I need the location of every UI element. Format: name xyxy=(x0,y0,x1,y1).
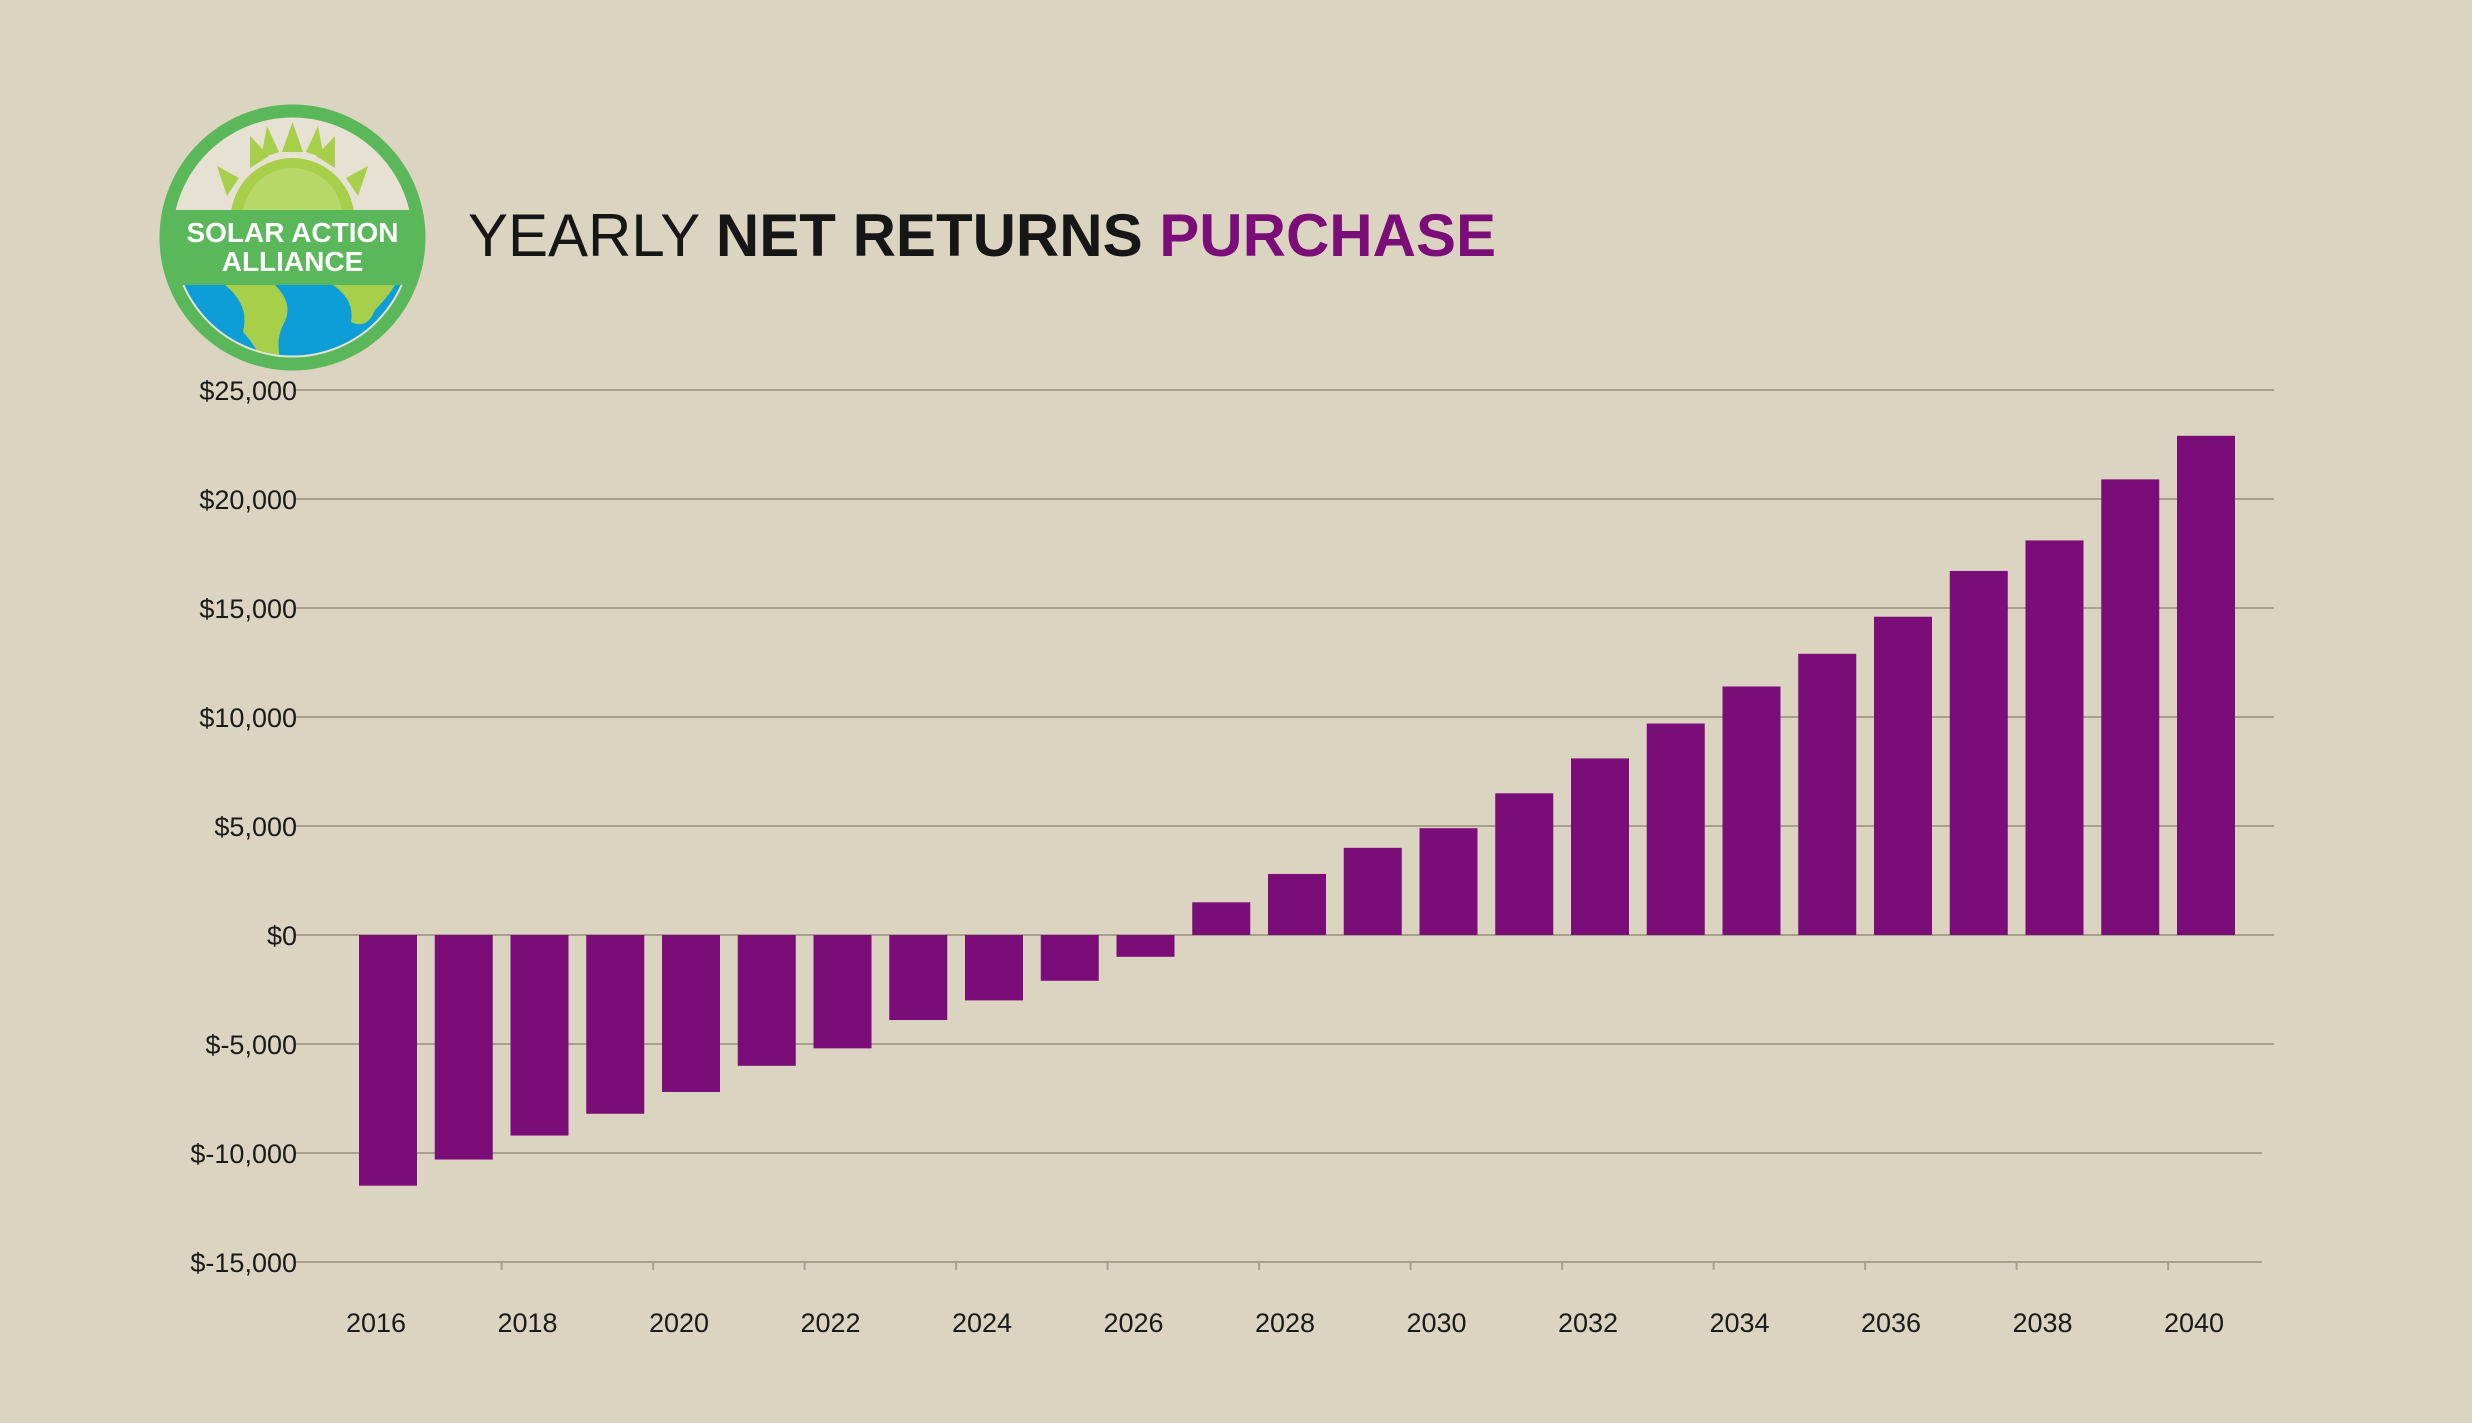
bar-2030 xyxy=(1419,828,1478,935)
x-tick-label: 2032 xyxy=(1558,1308,1618,1338)
y-tick-label: $-10,000 xyxy=(190,1139,297,1169)
bar-2025 xyxy=(1040,935,1099,981)
solar-action-alliance-logo: SOLAR ACTION ALLIANCE xyxy=(159,104,426,371)
bar-2036 xyxy=(1874,616,1932,935)
y-tick-label: $10,000 xyxy=(199,703,297,733)
bar-2037 xyxy=(1949,570,2008,935)
bar-2028 xyxy=(1268,873,1326,935)
x-tick-label: 2020 xyxy=(649,1308,709,1338)
x-tick-label: 2024 xyxy=(952,1308,1012,1338)
x-tick-labels: 2016 2018 2020 2022 2024 2026 2028 2030 2032 2034… xyxy=(346,1308,2224,1338)
bar-2021 xyxy=(737,935,796,1066)
bar-2023 xyxy=(889,935,948,1021)
title-part-purchase: PURCHASE xyxy=(1159,202,1496,269)
y-tick-label: $0 xyxy=(267,921,297,951)
y-tick-label: $25,000 xyxy=(199,376,297,406)
x-tick-label: 2036 xyxy=(1861,1308,1921,1338)
bar-2024 xyxy=(965,935,1023,1001)
x-tick-label: 2034 xyxy=(1709,1308,1769,1338)
bar-2032 xyxy=(1571,758,1629,935)
bars xyxy=(359,435,2235,1186)
bar-2035 xyxy=(1798,653,1857,935)
bar-2019 xyxy=(586,935,645,1114)
bar-2039 xyxy=(2101,479,2160,935)
bar-2029 xyxy=(1343,847,1402,935)
x-tick-label: 2026 xyxy=(1103,1308,1163,1338)
bar-2020 xyxy=(662,935,720,1092)
y-tick-label: $20,000 xyxy=(199,485,297,515)
bar-2017 xyxy=(434,935,493,1160)
page-title: YEARLY NET RETURNS PURCHASE xyxy=(468,196,1496,276)
x-tick-label: 2038 xyxy=(2012,1308,2072,1338)
bar-2022 xyxy=(813,935,872,1049)
x-tick-label: 2030 xyxy=(1406,1308,1466,1338)
x-tick-label: 2028 xyxy=(1255,1308,1315,1338)
bar-2031 xyxy=(1495,793,1554,935)
bar-2033 xyxy=(1646,723,1705,935)
bar-2018 xyxy=(510,935,569,1136)
x-axis xyxy=(500,1262,2170,1270)
bar-2038 xyxy=(2025,540,2084,935)
bar-2026 xyxy=(1116,935,1175,957)
bar-2016 xyxy=(359,935,417,1186)
x-tick-label: 2040 xyxy=(2164,1308,2224,1338)
bar-2027 xyxy=(1192,902,1251,935)
logo-text-line1: SOLAR ACTION xyxy=(186,217,398,248)
y-tick-labels: $25,000 $20,000 $15,000 $10,000 $5,000 $0 $-5,… xyxy=(190,376,297,1278)
title-part-yearly: YEARLY xyxy=(468,202,716,269)
x-tick-label: 2016 xyxy=(346,1308,406,1338)
y-tick-label: $-15,000 xyxy=(190,1248,297,1278)
bar-2040 xyxy=(2177,435,2235,935)
bar-2034 xyxy=(1722,686,1781,935)
logo-text-line2: ALLIANCE xyxy=(222,246,364,277)
y-tick-label: $-5,000 xyxy=(205,1030,297,1060)
title-part-net-returns: NET RETURNS xyxy=(715,202,1160,269)
y-tick-label: $5,000 xyxy=(214,812,297,842)
x-tick-label: 2022 xyxy=(800,1308,860,1338)
x-tick-label: 2018 xyxy=(497,1308,557,1338)
y-tick-label: $15,000 xyxy=(199,594,297,624)
